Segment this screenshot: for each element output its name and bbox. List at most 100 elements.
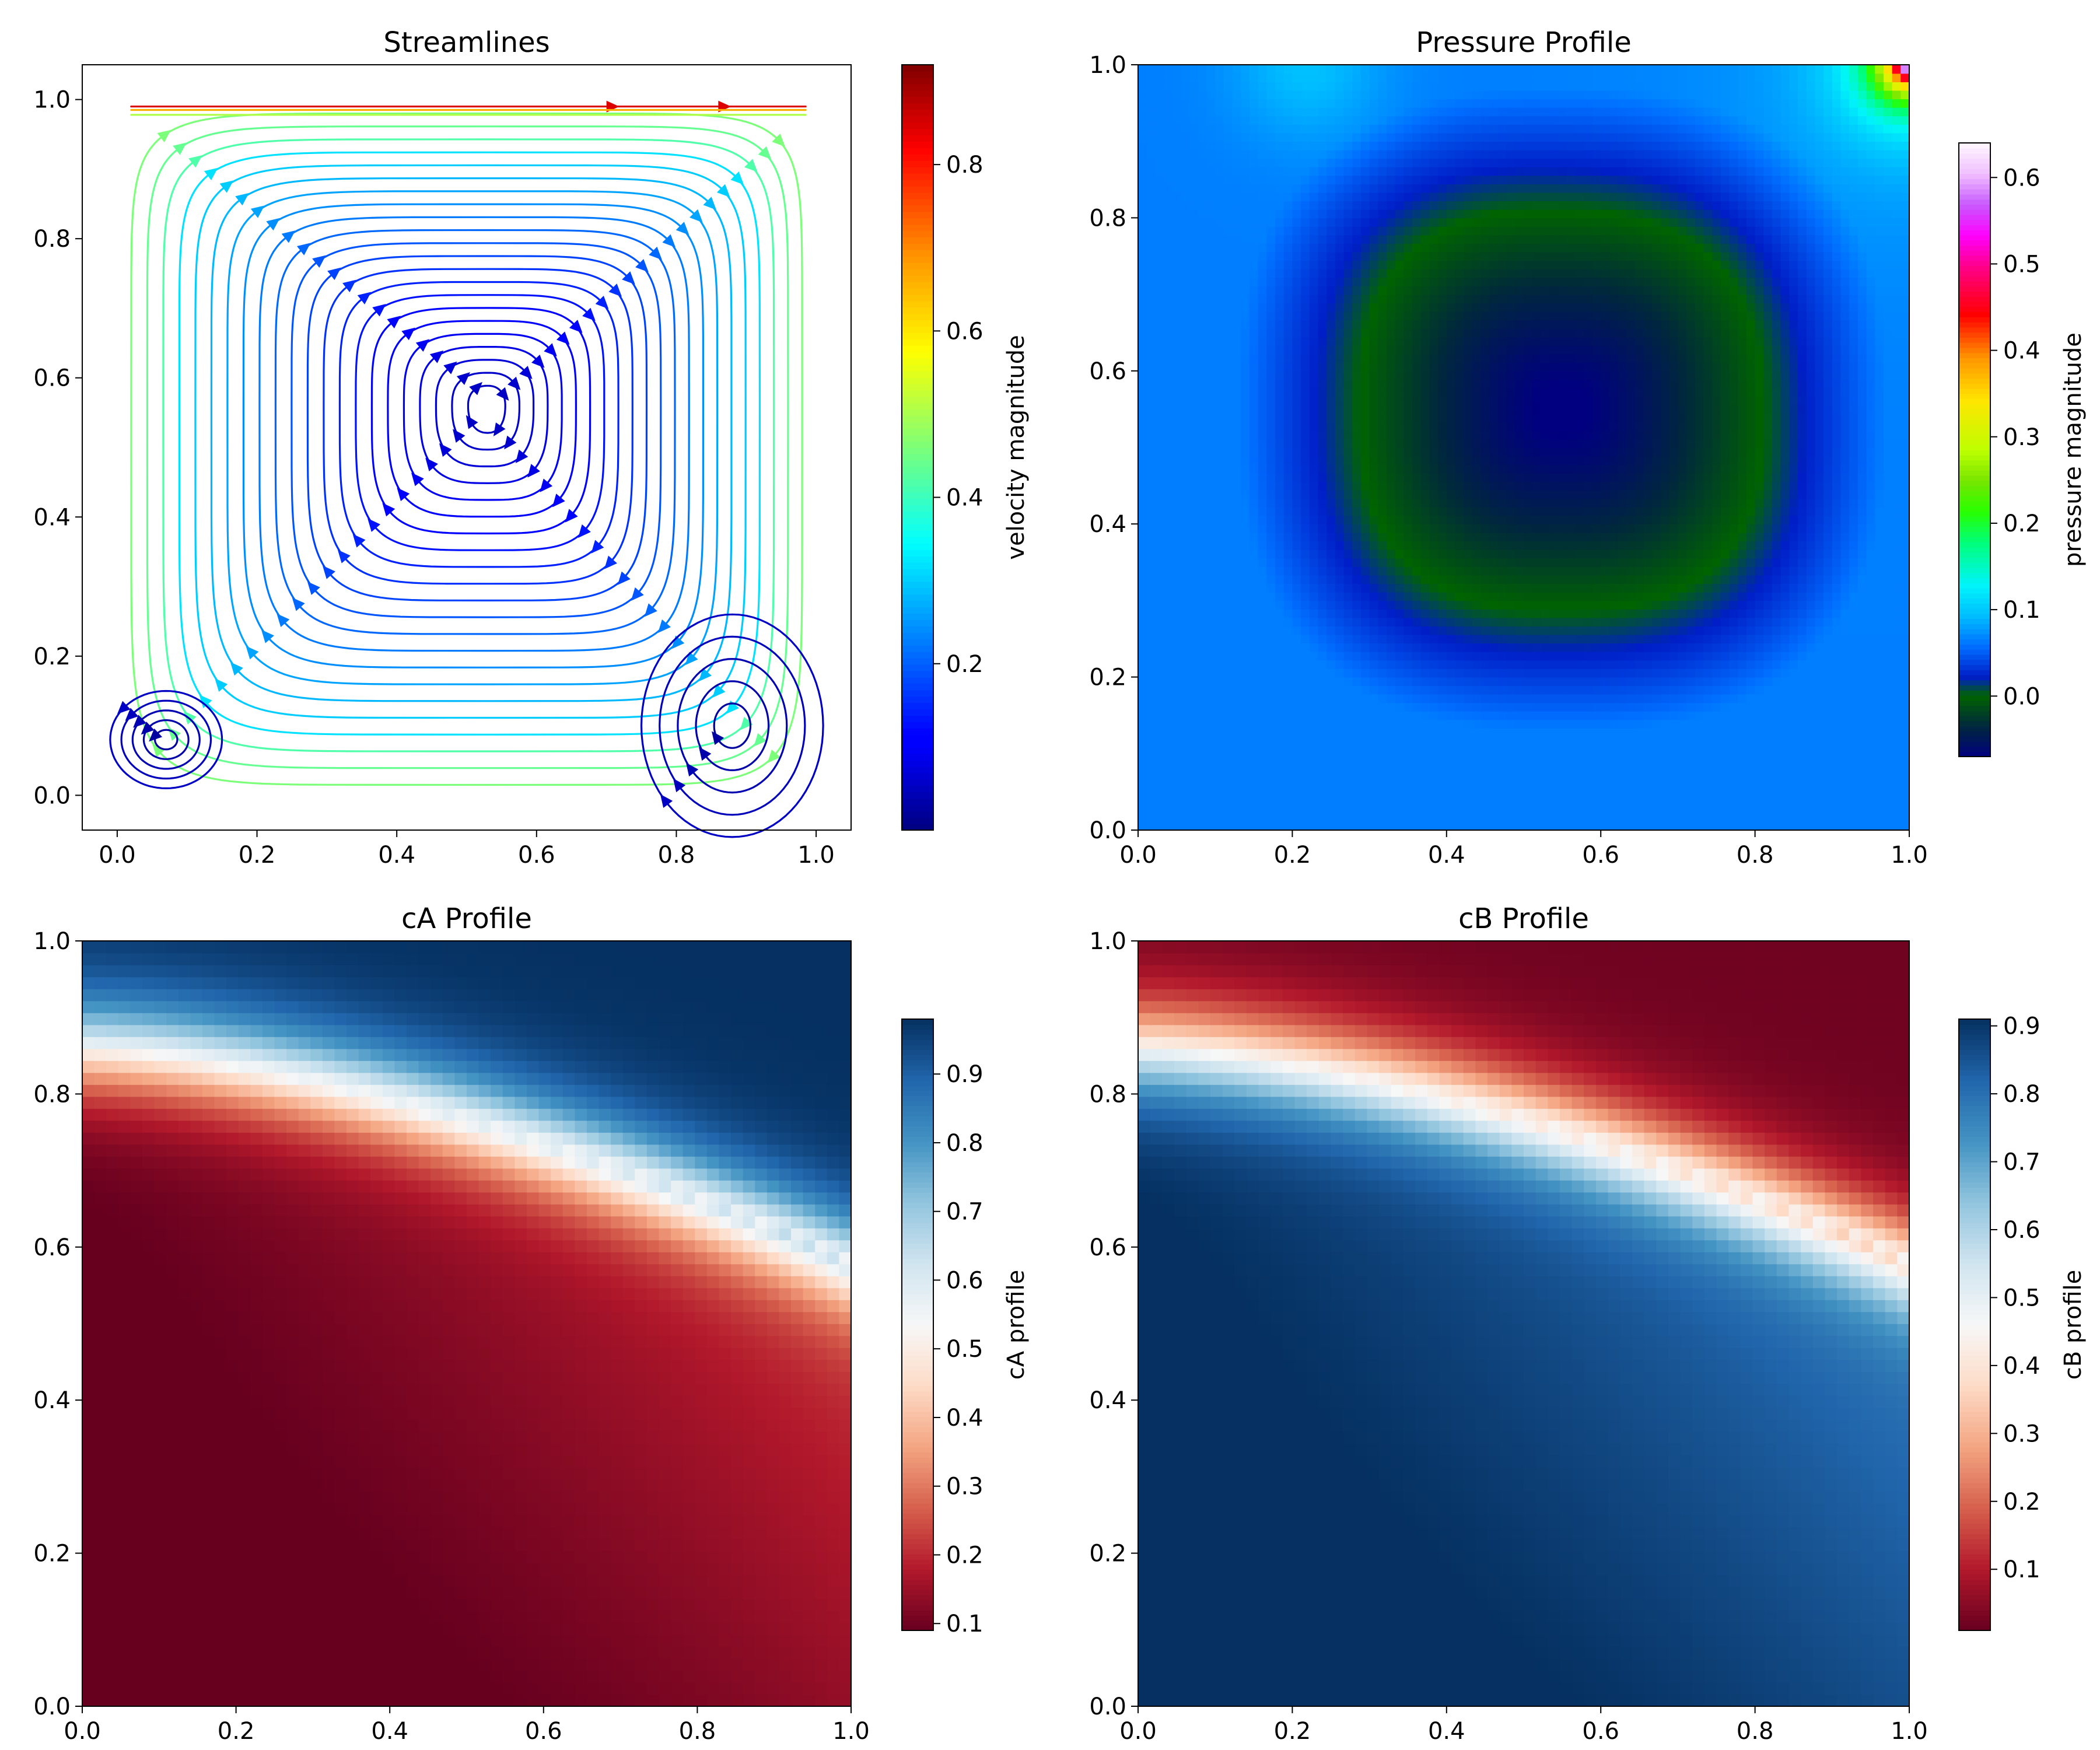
corner-streamline bbox=[677, 657, 788, 794]
stream-arrow bbox=[712, 684, 726, 698]
x-tick-label: 0.4 bbox=[1428, 842, 1465, 869]
stream-arrow bbox=[604, 555, 617, 569]
x-tick-label: 0.2 bbox=[1274, 842, 1311, 869]
stream-arrow bbox=[662, 234, 676, 248]
colorbar-label: cA profile bbox=[1003, 1270, 1030, 1380]
stream-arrow bbox=[453, 429, 466, 443]
stream-arrow bbox=[125, 708, 139, 721]
colorbar-tick-label: 0.6 bbox=[946, 1267, 984, 1294]
streamline bbox=[130, 112, 803, 786]
corner-streamline bbox=[131, 709, 201, 770]
y-tick-label: 1.0 bbox=[1089, 52, 1126, 79]
stream-arrow bbox=[690, 209, 703, 223]
stream-arrow bbox=[292, 597, 305, 611]
stream-arrow bbox=[556, 331, 570, 345]
stream-arrow bbox=[372, 304, 386, 317]
colorbar-tick-label: 0.2 bbox=[946, 1542, 984, 1569]
stream-arrow bbox=[504, 435, 517, 450]
stream-arrow bbox=[622, 271, 635, 285]
stream-arrow bbox=[703, 197, 717, 210]
x-tick-label: 0.0 bbox=[99, 842, 136, 869]
stream-arrow bbox=[411, 473, 424, 487]
stream-arrow bbox=[673, 778, 686, 793]
streamline bbox=[258, 216, 690, 652]
colorbar-tick-label: 0.8 bbox=[946, 152, 984, 178]
colorbar-tick-label: 0.9 bbox=[946, 1061, 984, 1088]
stream-arrow bbox=[595, 295, 609, 309]
stream-arrow bbox=[368, 518, 381, 532]
colorbar-tick-label: 0.0 bbox=[2003, 683, 2041, 710]
stream-arrow bbox=[215, 678, 228, 692]
colorbar-tick-label: 0.7 bbox=[946, 1199, 984, 1226]
corner-streamline bbox=[640, 613, 824, 838]
stream-arrow bbox=[439, 443, 452, 457]
colorbar-tick-label: 0.2 bbox=[2003, 1489, 2041, 1516]
streamline bbox=[274, 229, 676, 635]
streamline bbox=[210, 177, 733, 702]
stream-arrow bbox=[235, 192, 249, 206]
colorbar-frame bbox=[901, 64, 934, 831]
streamline bbox=[419, 346, 549, 484]
stream-arrow bbox=[617, 571, 631, 585]
stream-arrow bbox=[758, 146, 772, 160]
x-tick-label: 0.4 bbox=[1428, 1718, 1465, 1745]
stream-arrow bbox=[531, 354, 545, 368]
stream-arrow bbox=[397, 487, 410, 502]
stream-arrow bbox=[660, 794, 673, 808]
y-tick-label: 0.0 bbox=[33, 1693, 71, 1720]
stream-arrow bbox=[183, 710, 197, 724]
y-tick-label: 0.0 bbox=[1089, 817, 1126, 844]
colorbar-label: pressure magnitude bbox=[2060, 332, 2087, 567]
stream-arrow bbox=[456, 372, 470, 385]
axes-frame bbox=[82, 940, 852, 1707]
colorbar-fill bbox=[1959, 1019, 1990, 1631]
colorbar-frame bbox=[1958, 142, 1991, 757]
stream-arrow bbox=[250, 205, 265, 218]
x-tick-label: 0.8 bbox=[1737, 842, 1774, 869]
stream-arrow bbox=[352, 534, 366, 548]
colorbar-tick-label: 0.8 bbox=[2003, 1081, 2041, 1108]
colorbar-tick-label: 0.4 bbox=[946, 485, 984, 512]
axes-frame bbox=[1138, 64, 1910, 831]
stream-arrow bbox=[246, 646, 259, 660]
stream-arrow bbox=[443, 361, 457, 374]
stream-arrow bbox=[716, 184, 730, 198]
colorbar-tick-label: 0.4 bbox=[2003, 338, 2041, 365]
stream-arrow bbox=[493, 422, 506, 437]
colorbar-tick-label: 0.5 bbox=[2003, 251, 2041, 278]
stream-arrow bbox=[357, 292, 372, 304]
y-tick-label: 0.2 bbox=[1089, 1541, 1126, 1567]
x-tick-label: 0.2 bbox=[218, 1718, 255, 1745]
x-tick-label: 0.4 bbox=[371, 1718, 408, 1745]
pressure-heatmap bbox=[1138, 65, 1910, 831]
x-tick-label: 0.2 bbox=[239, 842, 276, 869]
streamline bbox=[226, 190, 719, 685]
colorbar-tick-label: 0.3 bbox=[946, 1474, 984, 1500]
stream-arrow bbox=[515, 449, 528, 464]
stream-arrow bbox=[569, 320, 583, 333]
colorbar-tick-label: 0.9 bbox=[2003, 1013, 2041, 1040]
stream-arrow bbox=[552, 494, 565, 508]
corner-streamline bbox=[120, 699, 212, 780]
colorbar-tick-label: 0.4 bbox=[2003, 1353, 2041, 1380]
stream-arrow bbox=[149, 728, 163, 742]
y-tick-label: 0.6 bbox=[33, 1234, 71, 1261]
stream-arrow bbox=[266, 218, 280, 231]
streamline bbox=[306, 255, 648, 602]
x-tick-label: 0.8 bbox=[658, 842, 695, 869]
colorbar-tick-label: 0.7 bbox=[2003, 1149, 2041, 1176]
colorbar-label: cB profile bbox=[2060, 1270, 2087, 1380]
stream-arrow bbox=[296, 243, 311, 256]
stream-arrow bbox=[204, 167, 218, 181]
stream-arrow bbox=[152, 743, 166, 758]
x-tick-label: 0.4 bbox=[378, 842, 415, 869]
y-tick-label: 0.6 bbox=[1089, 1234, 1126, 1261]
y-tick-label: 1.0 bbox=[33, 928, 71, 955]
colorbar-fill bbox=[902, 65, 933, 831]
stream-arrow bbox=[767, 749, 780, 763]
streamline bbox=[402, 332, 563, 501]
y-tick-label: 0.4 bbox=[33, 504, 71, 531]
stream-arrow bbox=[740, 716, 753, 730]
colorbar-tick-label: 0.2 bbox=[2003, 510, 2041, 537]
